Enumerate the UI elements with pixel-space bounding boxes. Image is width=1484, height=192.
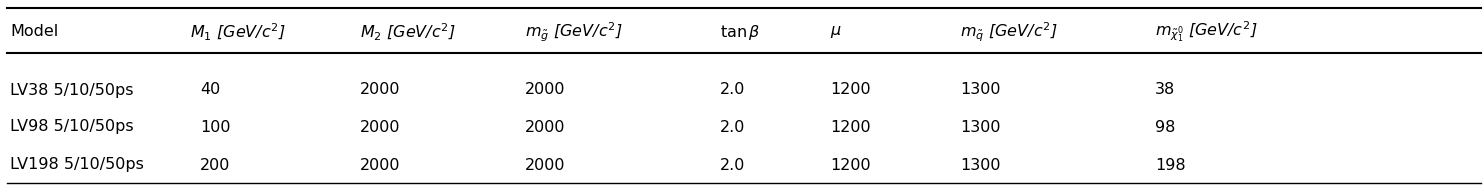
Text: 2.0: 2.0 [720,157,745,172]
Text: LV38 5/10/50ps: LV38 5/10/50ps [10,83,134,98]
Text: 2.0: 2.0 [720,119,745,135]
Text: 1300: 1300 [960,83,1000,98]
Text: 98: 98 [1155,119,1175,135]
Text: $\tan\beta$: $\tan\beta$ [720,22,760,41]
Text: 1200: 1200 [830,119,871,135]
Text: $M_1$ [GeV/$c^2$]: $M_1$ [GeV/$c^2$] [190,22,286,43]
Text: Model: Model [10,25,58,40]
Text: $m_{\tilde{q}}$ [GeV/$c^2$]: $m_{\tilde{q}}$ [GeV/$c^2$] [960,20,1058,44]
Text: 1300: 1300 [960,157,1000,172]
Text: 1300: 1300 [960,119,1000,135]
Text: LV98 5/10/50ps: LV98 5/10/50ps [10,119,134,135]
Text: $m_{\tilde{\chi}_1^0}$ [GeV/$c^2$]: $m_{\tilde{\chi}_1^0}$ [GeV/$c^2$] [1155,20,1257,44]
Text: 38: 38 [1155,83,1175,98]
Text: $m_{\tilde{g}}$ [GeV/$c^2$]: $m_{\tilde{g}}$ [GeV/$c^2$] [525,20,623,44]
Text: 2000: 2000 [361,119,401,135]
Text: 1200: 1200 [830,157,871,172]
Text: LV198 5/10/50ps: LV198 5/10/50ps [10,157,144,172]
Text: 198: 198 [1155,157,1186,172]
Text: 2000: 2000 [525,83,565,98]
Text: 2000: 2000 [361,157,401,172]
Text: 200: 200 [200,157,230,172]
Text: 2000: 2000 [525,119,565,135]
Text: $M_2$ [GeV/$c^2$]: $M_2$ [GeV/$c^2$] [361,22,456,43]
Text: 1200: 1200 [830,83,871,98]
Text: 2.0: 2.0 [720,83,745,98]
Text: 2000: 2000 [361,83,401,98]
Text: 40: 40 [200,83,220,98]
Text: $\mu$: $\mu$ [830,24,841,40]
Text: 2000: 2000 [525,157,565,172]
Text: 100: 100 [200,119,230,135]
